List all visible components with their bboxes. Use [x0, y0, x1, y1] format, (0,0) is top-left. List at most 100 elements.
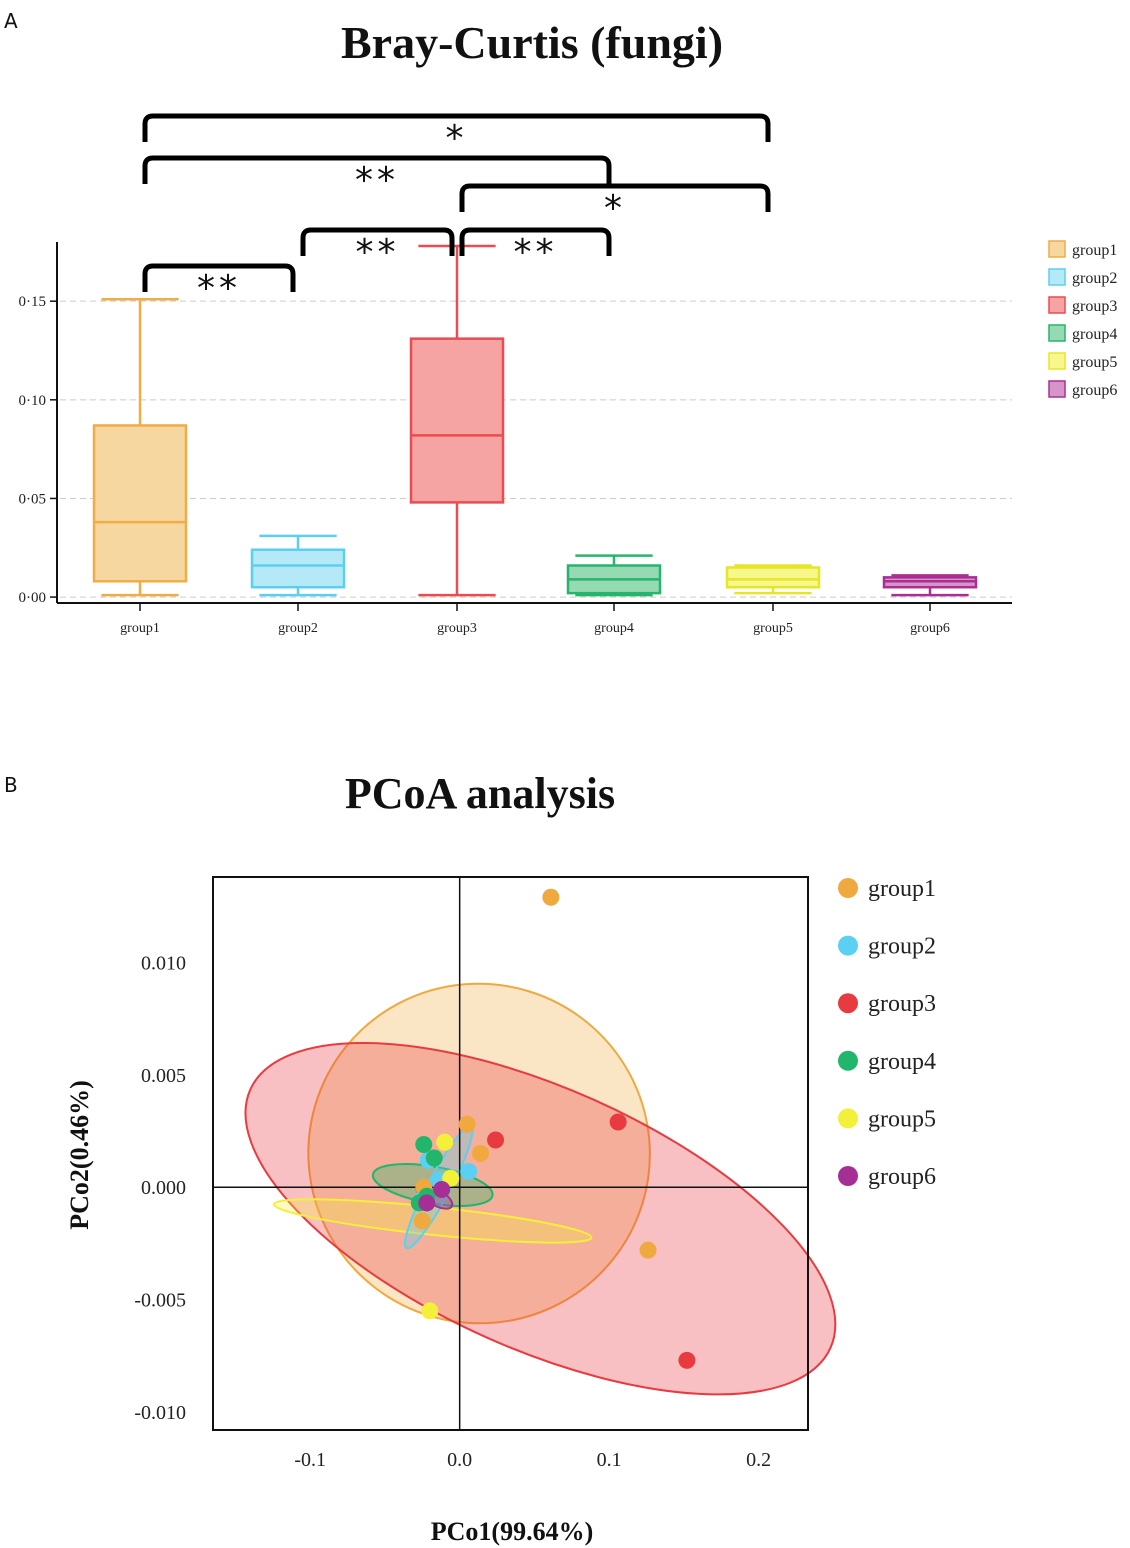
- legend-item-group1: group1: [838, 876, 936, 902]
- legend-label: group6: [868, 1164, 936, 1190]
- legend-item-group3: group3: [838, 991, 936, 1017]
- legend-marker: [838, 878, 858, 898]
- box-body: [725, 566, 821, 589]
- significance-label: **: [514, 232, 558, 273]
- legend-item-group4: group4: [1048, 324, 1117, 343]
- significance-bracket: **: [142, 263, 296, 309]
- point-group6: [418, 1194, 436, 1212]
- pcoa-y-axis-title: PCo2(0.46%): [65, 1080, 94, 1229]
- bracket-line: [459, 227, 612, 256]
- y-tick-label: 0·00: [19, 590, 47, 606]
- y-tick-label: 0.010: [141, 952, 186, 974]
- boxplot-legend: group1 group2 group3 group4 group5 group6: [1048, 240, 1117, 399]
- box-body: [409, 337, 505, 504]
- legend-label: group2: [1072, 270, 1117, 287]
- pcoa-frame: [212, 876, 809, 1431]
- box-group6: [882, 574, 978, 597]
- legend-label: group6: [1072, 382, 1117, 399]
- pcoa-ellipses: [244, 982, 837, 1396]
- point-group4: [415, 1136, 433, 1154]
- x-tick-label: group3: [437, 621, 477, 636]
- significance-bracket: *: [142, 113, 771, 159]
- y-tick-label: 0.000: [141, 1177, 186, 1199]
- significance-label: **: [356, 232, 400, 273]
- legend-label: group1: [868, 876, 936, 902]
- legend-item-group1: group1: [1048, 240, 1117, 259]
- panel-b-letter: B: [4, 773, 18, 797]
- x-tick-label: group1: [120, 621, 160, 636]
- legend-swatch: [1048, 352, 1066, 370]
- y-tick-label: 0·05: [19, 491, 47, 507]
- point-group1: [413, 1212, 431, 1230]
- bracket-line: [300, 227, 455, 256]
- significance-bracket: **: [459, 227, 612, 273]
- legend-marker: [838, 935, 858, 956]
- y-tick-label: -0.005: [134, 1290, 186, 1312]
- bracket-line: [459, 183, 771, 212]
- box-group3: [409, 244, 505, 597]
- x-tick-label: 0.2: [746, 1449, 771, 1471]
- legend-item-group4: group4: [838, 1049, 936, 1075]
- legend-item-group2: group2: [1048, 268, 1117, 287]
- x-tick-label: 0.0: [447, 1449, 472, 1471]
- y-tick-label: 0.005: [141, 1065, 186, 1087]
- significance-bracket: **: [300, 227, 455, 273]
- legend-swatch: [1048, 324, 1066, 342]
- legend-label: group5: [1072, 354, 1117, 371]
- confidence-ellipse-group3: [244, 1041, 837, 1396]
- significance-bracket: **: [142, 155, 612, 201]
- point-group1: [472, 1145, 490, 1162]
- panel-a: A Bray-Curtis (fungi) 0·00 0·05 0·10 0·15 gr…: [4, 9, 1117, 636]
- point-group2: [460, 1162, 478, 1180]
- pcoa-points: [410, 888, 696, 1369]
- point-group3: [678, 1351, 696, 1369]
- boxplot-tick-labels: 0·00 0·05 0·10 0·15 group1 group2 group3 group4…: [19, 294, 950, 636]
- point-group1: [458, 1115, 476, 1133]
- significance-bracket: *: [459, 183, 771, 229]
- x-tick-label: 0.1: [597, 1449, 622, 1471]
- point-group5: [436, 1133, 454, 1151]
- box-group4: [566, 554, 662, 597]
- boxplot-axes: [50, 242, 1012, 611]
- x-tick-label: group4: [594, 621, 634, 636]
- significance-brackets: **** ******: [142, 113, 771, 309]
- legend-marker: [838, 1108, 858, 1129]
- point-group6: [433, 1180, 451, 1198]
- bracket-line: [142, 113, 771, 142]
- point-group3: [487, 1131, 505, 1149]
- legend-label: group5: [868, 1106, 936, 1132]
- boxplot-title: Bray-Curtis (fungi): [341, 17, 723, 68]
- legend-label: group3: [1072, 298, 1117, 315]
- legend-label: group1: [1072, 242, 1117, 259]
- x-tick-label: group2: [278, 621, 318, 636]
- boxplot-boxes: [92, 244, 978, 597]
- legend-item-group6: group6: [838, 1164, 936, 1190]
- bracket-line: [142, 155, 612, 184]
- panel-a-letter: A: [4, 9, 18, 33]
- x-tick-label: group5: [753, 621, 793, 636]
- legend-label: group4: [1072, 326, 1117, 343]
- x-tick-label: -0.1: [294, 1449, 326, 1471]
- legend-item-group5: group5: [838, 1106, 936, 1132]
- point-group1: [542, 888, 560, 906]
- legend-swatch: [1048, 240, 1066, 258]
- box-body: [92, 424, 188, 583]
- legend-marker: [838, 1050, 858, 1071]
- point-group4: [425, 1149, 443, 1167]
- bracket-line: [142, 263, 296, 292]
- legend-swatch: [1048, 296, 1066, 314]
- y-tick-label: -0.010: [134, 1402, 186, 1424]
- legend-item-group5: group5: [1048, 352, 1117, 371]
- boxplot-grid: [60, 300, 1012, 598]
- significance-label: **: [355, 160, 399, 201]
- legend-label: group4: [868, 1049, 936, 1075]
- legend-item-group3: group3: [1048, 296, 1117, 315]
- legend-item-group6: group6: [1048, 380, 1117, 399]
- legend-swatch: [1048, 380, 1066, 398]
- legend-label: group2: [868, 934, 936, 960]
- y-tick-label: 0·10: [19, 393, 47, 409]
- box-group1: [92, 297, 188, 597]
- significance-label: **: [197, 268, 241, 309]
- significance-label: *: [446, 118, 468, 159]
